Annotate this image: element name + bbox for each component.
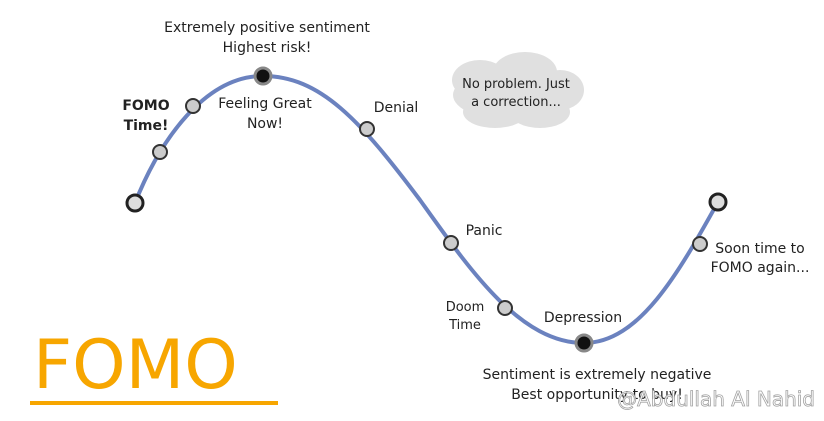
label: Extremely positive sentiment xyxy=(164,20,370,36)
watermark: @Abdullah Al Nahid xyxy=(617,387,815,411)
label: Now! xyxy=(247,116,283,132)
label: Time xyxy=(448,318,481,333)
label: FOMO again... xyxy=(711,260,810,276)
label: Best opportunity to buy! xyxy=(511,387,683,403)
label: a correction... xyxy=(471,95,561,110)
points xyxy=(125,66,728,353)
sentiment-curve xyxy=(133,73,720,346)
label: Doom xyxy=(446,300,485,315)
label: Depression xyxy=(544,310,622,326)
label: Soon time to xyxy=(715,241,804,257)
cloud xyxy=(452,52,584,128)
label: Time! xyxy=(124,118,169,134)
label: Highest risk! xyxy=(223,40,312,56)
label: Feeling Great xyxy=(218,96,312,112)
label: Denial xyxy=(374,100,419,116)
label: No problem. Just xyxy=(462,77,570,92)
brand-title: FOMO xyxy=(33,326,238,405)
label: FOMO xyxy=(122,98,169,114)
label: Panic xyxy=(466,223,503,239)
label: Sentiment is extremely negative xyxy=(483,367,712,383)
